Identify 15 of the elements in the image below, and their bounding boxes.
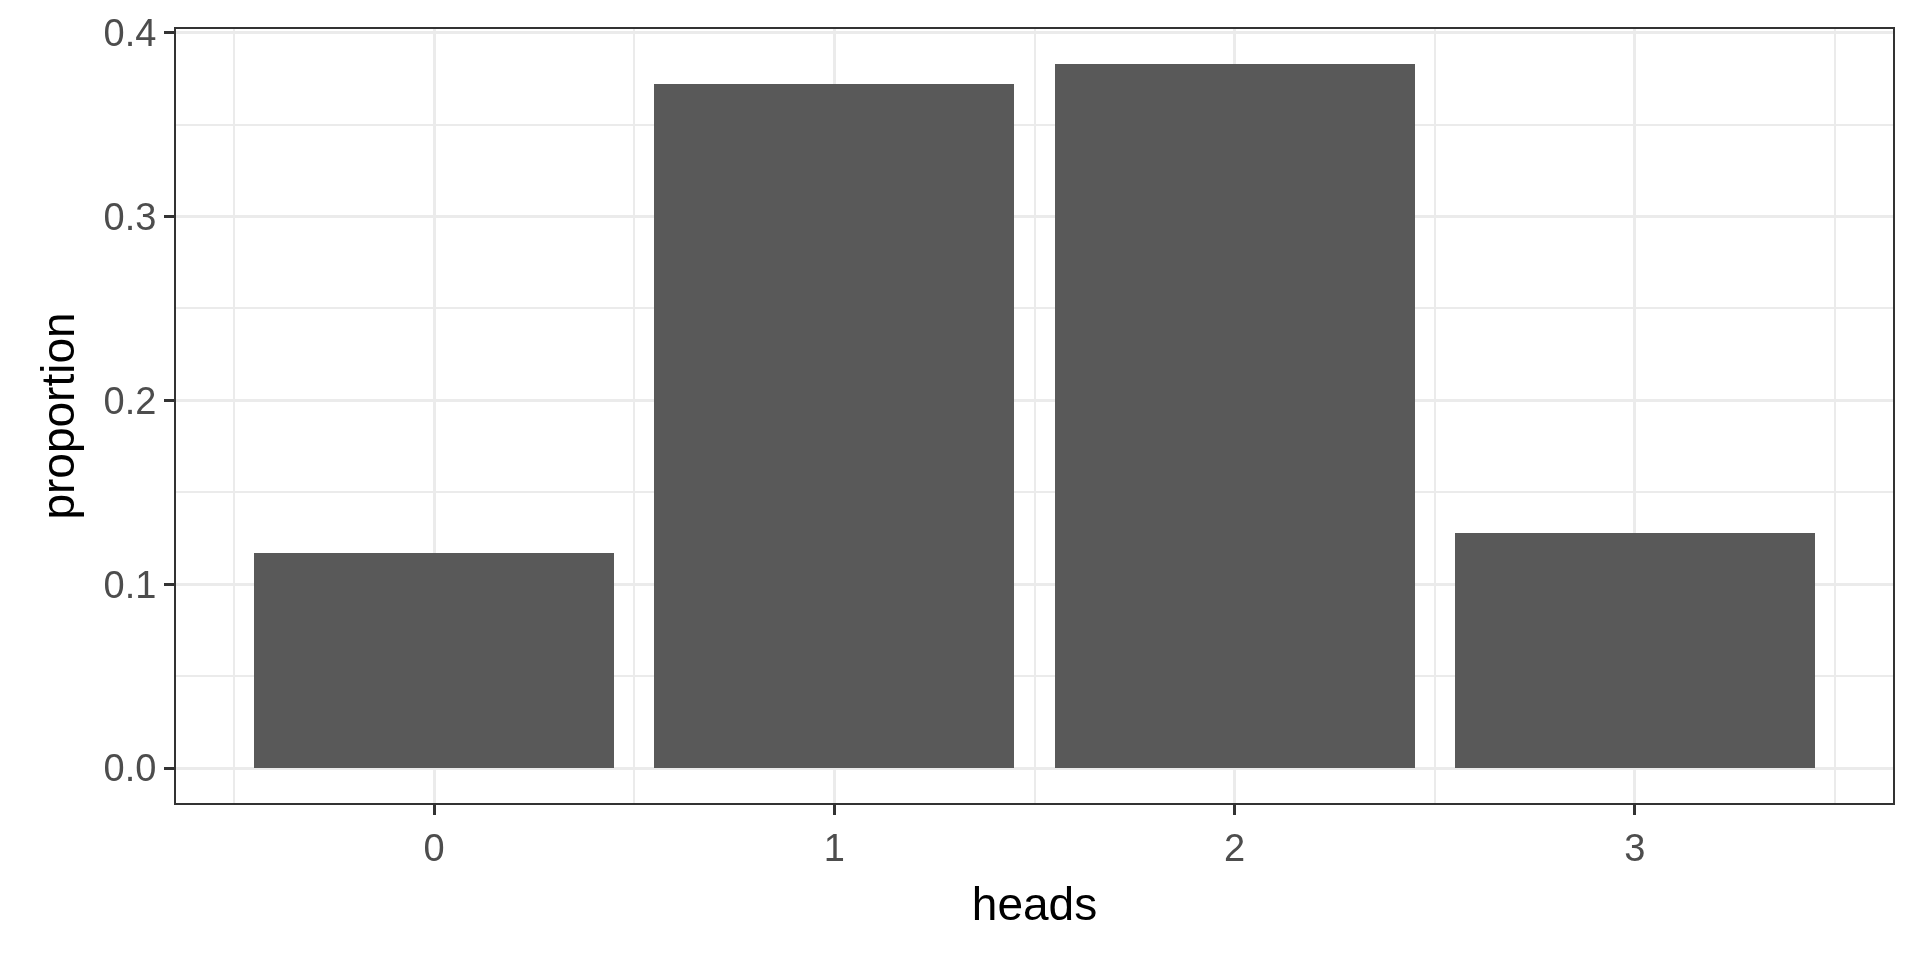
- bar: [1455, 533, 1815, 768]
- x-tick-label: 3: [1624, 826, 1646, 869]
- y-tick-label: 0.3: [103, 195, 157, 238]
- bar: [654, 84, 1014, 768]
- x-tick-label: 0: [423, 826, 445, 869]
- y-axis-title: proportion: [32, 312, 85, 520]
- y-tick-label: 0.4: [103, 11, 157, 54]
- y-tick-label: 0.1: [103, 563, 157, 606]
- x-tick-label: 2: [1224, 826, 1246, 869]
- bar: [1055, 64, 1415, 768]
- bar: [254, 553, 614, 768]
- y-tick-label: 0.0: [103, 747, 157, 790]
- x-tick-label: 1: [823, 826, 845, 869]
- y-tick-label: 0.2: [103, 379, 157, 422]
- x-axis-title: heads: [971, 877, 1098, 930]
